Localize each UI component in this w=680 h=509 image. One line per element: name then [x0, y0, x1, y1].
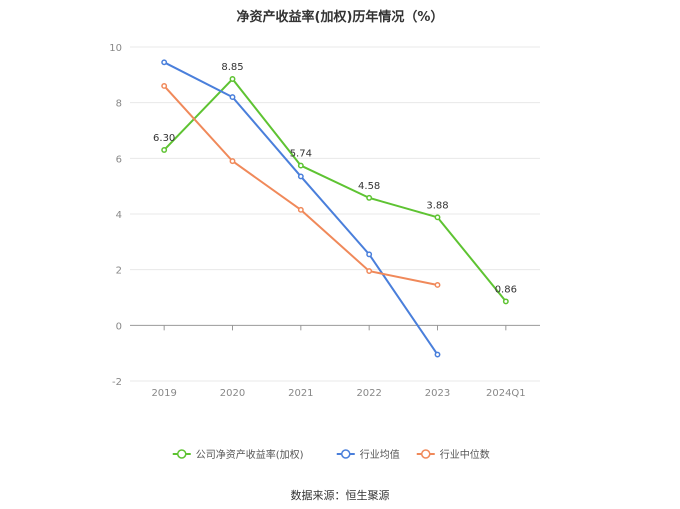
x-tick-label: 2021	[288, 388, 313, 399]
x-tick-label: 2020	[220, 388, 245, 399]
legend-marker	[341, 449, 351, 459]
y-tick-label: -2	[112, 377, 122, 388]
data-point	[161, 83, 168, 89]
data-label: 4.58	[358, 181, 380, 192]
data-point	[366, 194, 373, 201]
x-tick-label: 2024Q1	[486, 388, 526, 399]
data-point	[502, 298, 509, 305]
y-tick-label: 10	[109, 43, 122, 54]
y-tick-label: 6	[116, 154, 122, 165]
legend-label: 行业均值	[360, 448, 400, 461]
data-point	[366, 268, 373, 275]
series-line-1	[163, 78, 507, 303]
x-tick-label: 2019	[151, 388, 176, 399]
series-line-3	[163, 85, 438, 286]
data-point	[434, 351, 441, 358]
legend-marker	[177, 449, 187, 459]
legend-label: 公司净资产收益率(加权)	[196, 448, 304, 461]
data-point	[161, 147, 168, 153]
data-label: 5.74	[290, 149, 312, 160]
data-point	[229, 94, 236, 101]
data-point	[297, 162, 304, 169]
data-label-layer: 6.30 8.85 5.74 4.58 3.88 0.86	[153, 62, 517, 295]
y-tick-label: 2	[116, 266, 122, 277]
x-tick-label: 2022	[356, 388, 381, 399]
legend-label: 行业中位数	[440, 448, 490, 461]
data-point	[229, 76, 236, 82]
data-source-note: 数据来源：恒生聚源	[290, 489, 390, 502]
data-label: 8.85	[221, 62, 243, 73]
data-point	[366, 251, 373, 258]
data-label: 0.86	[495, 284, 517, 295]
axis-layer: -2 0 2 4 6 8 10 2019 2020 2021 2022 2023 2024Q1	[109, 43, 540, 399]
chart-title: 净资产收益率(加权)历年情况（%）	[236, 10, 444, 25]
y-tick-label: 4	[116, 210, 122, 221]
data-point	[434, 214, 441, 221]
series-layer	[161, 59, 509, 358]
x-tick-label: 2023	[425, 388, 450, 399]
data-label: 6.30	[153, 133, 175, 144]
legend-item-1[interactable]: 公司净资产收益率(加权)	[172, 448, 304, 461]
legend-marker	[421, 449, 431, 459]
y-tick-label: 0	[116, 321, 122, 332]
data-point	[161, 59, 168, 66]
data-point	[229, 158, 236, 165]
y-tick-label: 8	[116, 99, 122, 110]
data-label: 3.88	[426, 200, 448, 211]
data-point	[434, 282, 441, 288]
data-point	[297, 206, 304, 213]
data-point	[297, 173, 304, 180]
legend-item-2[interactable]: 行业均值	[336, 448, 400, 461]
legend-item-3[interactable]: 行业中位数	[416, 448, 490, 461]
legend[interactable]: 公司净资产收益率(加权) 行业均值 行业中位数	[172, 448, 490, 461]
